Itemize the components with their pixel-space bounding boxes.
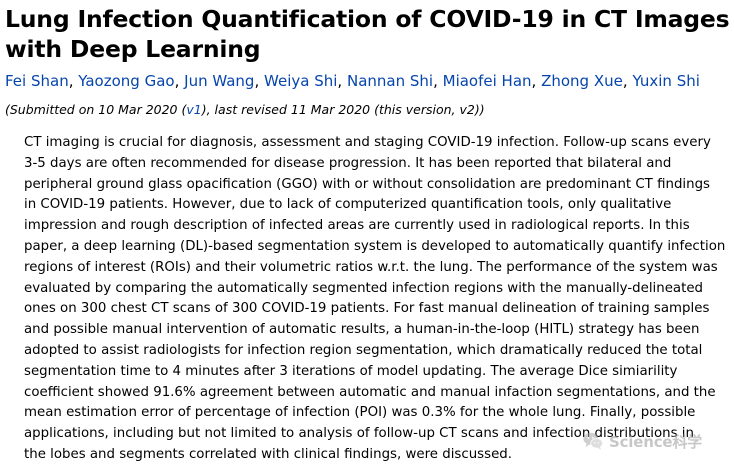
dateline-suffix: ), last revised 11 Mar 2020 (this versio… (201, 102, 485, 117)
author-link[interactable]: Fei Shan (5, 72, 69, 90)
abstract-line: adopted to assist radiologists for infec… (24, 342, 703, 358)
wechat-bubble-icon (583, 432, 603, 450)
abstract-line: peripheral ground glass opacification (G… (24, 176, 710, 192)
abstract-line: impression and rough description of infe… (24, 218, 690, 234)
paper-title-line-2: with Deep Learning (5, 35, 261, 63)
abstract-text: CT imaging is crucial for diagnosis, ass… (24, 133, 726, 466)
abstract-line: regions of interest (ROIs) and their vol… (24, 259, 718, 275)
abstract-line: evaluated by comparing the automatically… (24, 280, 703, 296)
abstract-line: mean estimation error of percentage of i… (24, 405, 696, 421)
watermark: Science科学 (582, 428, 702, 454)
author-separator: , (174, 72, 180, 90)
abstract-line: ones on 300 chest CT scans of 300 COVID-… (24, 301, 710, 317)
author-separator: , (622, 72, 628, 90)
abstract-line: coefficient showed 91.6% agreement betwe… (24, 384, 716, 400)
author-link[interactable]: Zhong Xue (541, 72, 623, 90)
abstract-line: segmentation time to 4 minutes after 3 i… (24, 363, 678, 379)
abstract-line: applications, including but not limited … (24, 426, 694, 442)
author-link[interactable]: Nannan Shi (346, 72, 434, 90)
author-link[interactable]: Jun Wang (184, 72, 255, 90)
watermark-text: Science科学 (609, 432, 702, 451)
author-link[interactable]: Weiya Shi (264, 72, 338, 90)
author-separator: , (68, 72, 74, 90)
abstract-line: the lobes and segments correlated with c… (24, 446, 512, 462)
author-separator: , (337, 72, 343, 90)
author-list: Fei Shan, Yaozong Gao, Jun Wang, Weiya S… (5, 70, 733, 92)
author-separator: , (433, 72, 438, 90)
abstract-line: CT imaging is crucial for diagnosis, ass… (24, 135, 711, 150)
dateline-prefix: (Submitted on 10 Mar 2020 ( (5, 102, 187, 117)
author-link[interactable]: Yaozong Gao (78, 72, 175, 90)
paper-title: Lung Infection Quantification of COVID-1… (5, 4, 733, 64)
author-separator: , (254, 72, 260, 90)
paper-title-line-1: Lung Infection Quantification of COVID-1… (5, 5, 730, 33)
abstract-line: and possible manual intervention of auto… (24, 322, 700, 338)
author-link[interactable]: Yuxin Shi (632, 72, 700, 90)
abstract-line: in COVID-19 patients. However, due to la… (24, 197, 672, 213)
version-v1-link[interactable]: v1 (186, 102, 202, 117)
abstract-line: 3-5 days are often recommended for disea… (24, 155, 672, 171)
author-link[interactable]: Miaofei Han (442, 72, 532, 90)
submission-dateline: (Submitted on 10 Mar 2020 (v1), last rev… (5, 101, 485, 119)
author-separator: , (531, 72, 537, 90)
abstract-line: paper, a deep learning (DL)-based segmen… (24, 238, 726, 254)
